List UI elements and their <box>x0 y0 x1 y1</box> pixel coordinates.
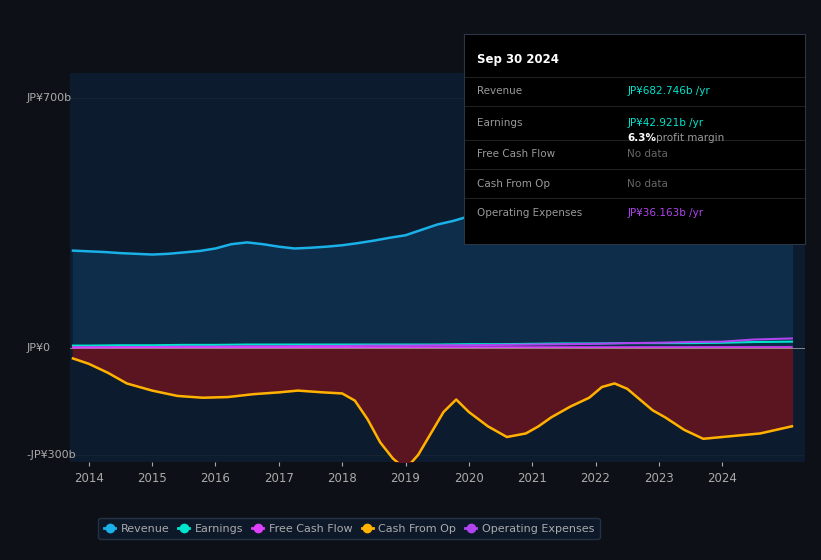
Text: Cash From Op: Cash From Op <box>478 179 551 189</box>
Text: JP¥682.746b /yr: JP¥682.746b /yr <box>627 86 710 96</box>
Legend: Revenue, Earnings, Free Cash Flow, Cash From Op, Operating Expenses: Revenue, Earnings, Free Cash Flow, Cash … <box>99 518 599 539</box>
Text: Free Cash Flow: Free Cash Flow <box>478 150 556 160</box>
Text: profit margin: profit margin <box>656 133 725 143</box>
Text: -JP¥300b: -JP¥300b <box>26 450 76 460</box>
Text: Revenue: Revenue <box>478 86 523 96</box>
Text: JP¥36.163b /yr: JP¥36.163b /yr <box>627 208 704 218</box>
Text: JP¥0: JP¥0 <box>26 343 50 353</box>
Text: JP¥42.921b /yr: JP¥42.921b /yr <box>627 118 704 128</box>
Text: No data: No data <box>627 179 668 189</box>
Text: Sep 30 2024: Sep 30 2024 <box>478 53 559 66</box>
Text: JP¥700b: JP¥700b <box>26 93 71 103</box>
Text: Earnings: Earnings <box>478 118 523 128</box>
Text: No data: No data <box>627 150 668 160</box>
Text: 6.3%: 6.3% <box>627 133 657 143</box>
Text: Operating Expenses: Operating Expenses <box>478 208 583 218</box>
